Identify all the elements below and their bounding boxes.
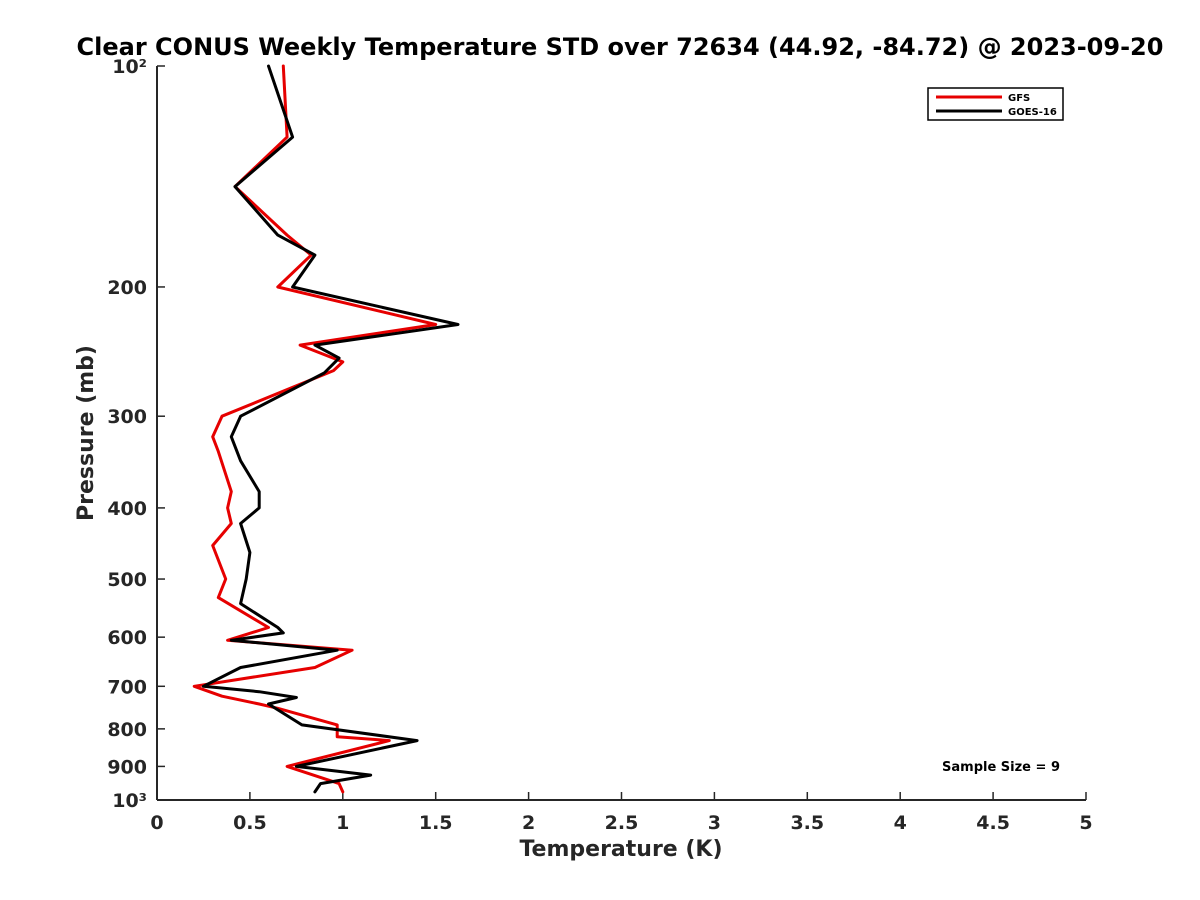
legend-label-gfs: GFS (1008, 93, 1030, 104)
legend-label-goes-16: GOES-16 (1008, 107, 1057, 118)
y-tick-label: 400 (107, 498, 147, 520)
x-tick-label: 0 (150, 812, 163, 834)
axes (156, 66, 1086, 801)
x-tick-label: 4.5 (976, 812, 1010, 834)
x-tick-label: 4 (894, 812, 907, 834)
x-tick-label: 2.5 (605, 812, 639, 834)
legend-box (927, 87, 1064, 121)
x-axis-label: Temperature (K) (519, 837, 722, 862)
series-lines (192, 64, 460, 794)
x-tick-label: 0.5 (233, 812, 267, 834)
series-line-goes-16 (201, 64, 460, 794)
y-tick-label: 10² (112, 56, 147, 78)
y-tick-label: 200 (107, 277, 147, 299)
sample-size-annotation: Sample Size = 9 (942, 760, 1060, 775)
x-tick-label: 5 (1079, 812, 1092, 834)
y-tick-label: 600 (107, 627, 147, 649)
y-axis-ticks: 10² 200 300 400 500 600 700 800 900 10³ (107, 56, 165, 812)
y-tick-label: 300 (107, 406, 147, 428)
x-axis-ticks: 0 0.5 1 1.5 2 2.5 3 3.5 4 4.5 5 (150, 792, 1093, 834)
chart-title: Clear CONUS Weekly Temperature STD over … (77, 33, 1164, 61)
x-tick-label: 3 (708, 812, 721, 834)
y-tick-label: 700 (107, 676, 147, 698)
y-tick-label: 800 (107, 719, 147, 741)
y-tick-label: 10³ (112, 790, 147, 812)
y-axis-label: Pressure (mb) (74, 345, 99, 521)
legend: GFS GOES-16 (927, 87, 1064, 121)
y-tick-label: 500 (107, 569, 147, 591)
x-tick-label: 3.5 (790, 812, 824, 834)
x-tick-label: 1.5 (419, 812, 453, 834)
y-tick-label: 900 (107, 756, 147, 778)
x-tick-label: 1 (336, 812, 349, 834)
series-line-gfs (192, 64, 438, 794)
x-tick-label: 2 (522, 812, 535, 834)
